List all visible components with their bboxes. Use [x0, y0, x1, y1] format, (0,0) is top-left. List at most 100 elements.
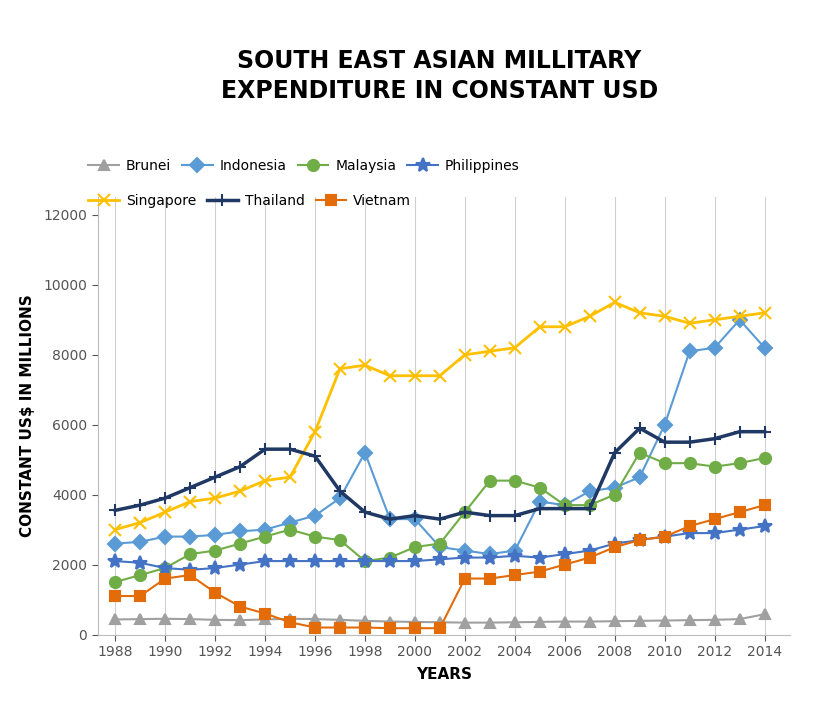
Malaysia [360, 557, 370, 565]
Indonesia [435, 543, 444, 551]
Thailand [510, 511, 519, 520]
Indonesia [110, 539, 120, 548]
Philippines [310, 557, 320, 565]
Thailand [610, 448, 619, 457]
Thailand [285, 445, 295, 453]
Indonesia [759, 343, 769, 352]
Brunei [360, 617, 370, 625]
Thailand [560, 504, 570, 513]
Brunei [110, 615, 120, 624]
Line: Vietnam: Vietnam [111, 501, 769, 633]
Brunei [610, 617, 619, 625]
Thailand [735, 427, 745, 436]
Singapore [285, 473, 295, 482]
Vietnam [685, 522, 694, 530]
Singapore [235, 487, 245, 496]
Brunei [435, 618, 444, 627]
Philippines [135, 558, 145, 567]
Brunei [135, 615, 145, 623]
Vietnam [460, 575, 470, 583]
Singapore [535, 323, 545, 331]
Indonesia [585, 487, 595, 496]
Malaysia [710, 462, 720, 471]
Vietnam [135, 591, 145, 600]
Malaysia [560, 501, 570, 509]
Singapore [110, 525, 120, 534]
Singapore [759, 309, 769, 317]
Malaysia [510, 477, 519, 485]
Philippines [335, 557, 345, 565]
Philippines [735, 525, 745, 534]
Malaysia [485, 477, 495, 485]
Thailand [160, 494, 170, 503]
Singapore [460, 350, 470, 359]
Vietnam [410, 624, 420, 632]
Philippines [285, 557, 295, 565]
Line: Malaysia: Malaysia [110, 447, 770, 587]
Thailand [535, 504, 545, 513]
Brunei [635, 617, 645, 625]
Line: Philippines: Philippines [108, 519, 772, 577]
Thailand [460, 508, 470, 516]
Brunei [485, 618, 495, 627]
Singapore [660, 312, 670, 321]
Philippines [410, 557, 420, 565]
Indonesia [335, 494, 345, 503]
Indonesia [186, 532, 195, 541]
Singapore [210, 494, 220, 503]
Brunei [310, 615, 320, 623]
Indonesia [310, 511, 320, 520]
X-axis label: YEARS: YEARS [416, 667, 471, 682]
Indonesia [360, 448, 370, 457]
Thailand [585, 504, 595, 513]
Philippines [186, 565, 195, 574]
Legend: Brunei, Indonesia, Malaysia, Philippines: Brunei, Indonesia, Malaysia, Philippines [89, 159, 519, 173]
Vietnam [610, 543, 619, 551]
Malaysia [186, 550, 195, 558]
Malaysia [435, 539, 444, 548]
Malaysia [110, 578, 120, 587]
Malaysia [660, 459, 670, 467]
Brunei [235, 616, 245, 625]
Thailand [235, 462, 245, 471]
Line: Indonesia: Indonesia [111, 315, 769, 559]
Vietnam [210, 588, 220, 596]
Singapore [485, 347, 495, 355]
Indonesia [260, 525, 270, 534]
Philippines [110, 557, 120, 565]
Vietnam [160, 575, 170, 583]
Malaysia [735, 459, 745, 467]
Philippines [585, 546, 595, 555]
Singapore [385, 372, 395, 380]
Malaysia [260, 532, 270, 541]
Thailand [310, 452, 320, 460]
Philippines [535, 553, 545, 562]
Malaysia [135, 571, 145, 580]
Singapore [635, 309, 645, 317]
Brunei [685, 616, 694, 625]
Brunei [210, 615, 220, 624]
Indonesia [560, 501, 570, 509]
Malaysia [285, 525, 295, 534]
Malaysia [535, 484, 545, 492]
Vietnam [260, 609, 270, 618]
Vietnam [435, 624, 444, 632]
Indonesia [710, 343, 720, 352]
Malaysia [685, 459, 694, 467]
Thailand [660, 438, 670, 446]
Thailand [710, 434, 720, 443]
Vietnam [485, 575, 495, 583]
Thailand [759, 427, 769, 436]
Philippines [160, 564, 170, 572]
Vietnam [535, 568, 545, 576]
Singapore [560, 323, 570, 331]
Singapore [585, 312, 595, 321]
Singapore [510, 343, 519, 352]
Thailand [485, 511, 495, 520]
Malaysia [635, 448, 645, 457]
Brunei [560, 618, 570, 626]
Vietnam [110, 591, 120, 600]
Philippines [759, 522, 769, 530]
Brunei [160, 615, 170, 623]
Philippines [435, 555, 444, 563]
